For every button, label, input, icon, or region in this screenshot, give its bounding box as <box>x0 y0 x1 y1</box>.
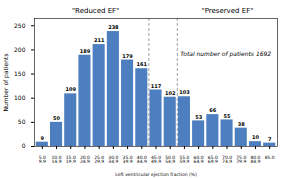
svg-text:189: 189 <box>80 48 91 54</box>
svg-text:"Reduced EF": "Reduced EF" <box>72 7 119 15</box>
svg-text:40.044.9: 40.044.9 <box>137 155 147 165</box>
svg-text:Number of patients: Number of patients <box>2 53 10 111</box>
svg-text:66: 66 <box>209 107 216 113</box>
svg-text:179: 179 <box>122 53 133 59</box>
svg-text:30.034.9: 30.034.9 <box>108 155 118 165</box>
svg-text:80.084.9: 80.084.9 <box>250 155 260 165</box>
svg-text:103: 103 <box>179 89 190 95</box>
svg-text:50: 50 <box>18 118 26 125</box>
svg-text:Left ventricular ejection frac: Left ventricular ejection fraction (%) <box>115 172 197 177</box>
svg-text:55.059.9: 55.059.9 <box>179 155 189 165</box>
svg-text:15.019.9: 15.019.9 <box>66 155 76 165</box>
svg-text:238: 238 <box>108 24 119 30</box>
svg-text:55: 55 <box>224 113 231 119</box>
svg-text:20.024.9: 20.024.9 <box>80 155 90 165</box>
svg-text:211: 211 <box>94 37 105 43</box>
svg-text:Total number of patients 1692: Total number of patients 1692 <box>180 50 271 58</box>
svg-text:150: 150 <box>14 70 26 77</box>
svg-text:10: 10 <box>252 134 259 140</box>
svg-text:200: 200 <box>14 46 26 53</box>
svg-text:161: 161 <box>137 61 148 67</box>
svg-text:70.074.9: 70.074.9 <box>222 155 232 165</box>
svg-text:109: 109 <box>66 86 77 92</box>
svg-text:102: 102 <box>165 90 176 96</box>
svg-text:60.064.9: 60.064.9 <box>194 155 204 165</box>
svg-text:53: 53 <box>195 114 202 120</box>
svg-text:85.0: 85.0 <box>265 155 275 160</box>
svg-text:50.054.9: 50.054.9 <box>165 155 175 165</box>
svg-text:25.029.9: 25.029.9 <box>94 155 104 165</box>
svg-text:35.039.9: 35.039.9 <box>123 155 133 165</box>
svg-text:9: 9 <box>41 135 45 141</box>
svg-text:0: 0 <box>22 142 26 149</box>
svg-text:250: 250 <box>14 22 26 29</box>
svg-text:117: 117 <box>151 83 162 89</box>
svg-text:45.049.9: 45.049.9 <box>151 155 161 165</box>
svg-text:5.09.9: 5.09.9 <box>39 155 46 165</box>
svg-text:75.079.9: 75.079.9 <box>236 155 246 165</box>
svg-text:65.069.9: 65.069.9 <box>208 155 218 165</box>
svg-text:100: 100 <box>14 94 26 101</box>
svg-text:38: 38 <box>238 121 245 127</box>
svg-text:7: 7 <box>268 136 272 142</box>
svg-text:10.014.9: 10.014.9 <box>52 155 62 165</box>
svg-text:50: 50 <box>53 115 60 121</box>
svg-text:"Preserved EF": "Preserved EF" <box>201 7 253 15</box>
